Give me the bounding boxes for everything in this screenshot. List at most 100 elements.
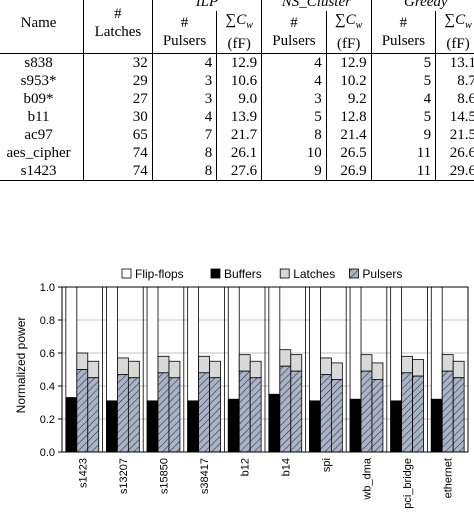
bar-latches xyxy=(249,360,262,379)
bar-latches xyxy=(117,357,129,375)
bar-pulsers xyxy=(198,372,210,453)
bar-latches xyxy=(330,362,343,380)
sub-header-cw: ∑Cw (fF) xyxy=(325,11,372,54)
x-tick-label: s15850 xyxy=(159,458,171,494)
table-row: s838 32 4 12.9 4 12.9 5 13.1 xyxy=(0,53,474,72)
bar-buffers xyxy=(106,400,118,453)
group-header-greedy: Greedy xyxy=(370,0,474,11)
bar-buffers xyxy=(430,398,443,453)
table-row: b11 30 4 13.9 5 12.8 5 14.5 xyxy=(0,108,474,126)
x-tick-label: b14 xyxy=(280,458,292,476)
plot-frame xyxy=(61,286,469,453)
cell-latches: 65 xyxy=(83,126,153,144)
table-header-row-1: Name # Latches ILP NS_Cluster Greedy xyxy=(0,0,474,54)
y-tick-label: 0.4 xyxy=(40,381,55,393)
bar-buffers xyxy=(309,400,321,453)
cell-ns-c: 26.5 xyxy=(325,144,372,162)
cell-gr-c: 26.6 xyxy=(435,144,474,162)
cell-ilp-p: 7 xyxy=(151,126,217,144)
bar-buffers xyxy=(146,400,159,453)
row-name-cell: s838 xyxy=(24,55,53,71)
col-header-name: Name xyxy=(0,0,84,54)
cell-ns-c: 21.4 xyxy=(325,126,372,144)
cell-gr-p: 11 xyxy=(370,144,436,162)
sub-header-pulsers: # Pulsers xyxy=(261,11,327,54)
cell-ns-p: 10 xyxy=(261,144,327,162)
sub-header-cw: ∑Cw (fF) xyxy=(435,11,474,54)
legend-swatch xyxy=(348,268,359,279)
cell-gr-p: 5 xyxy=(370,108,436,126)
bar-latches xyxy=(157,355,170,374)
bar-pulsers xyxy=(412,375,424,453)
x-tick-label: b12 xyxy=(240,458,252,476)
bar-latches xyxy=(127,360,140,379)
cell-ilp-c: 12.9 xyxy=(216,53,262,72)
bar-pulsers xyxy=(168,377,181,453)
table-row: aes_cipher 74 8 26.1 10 26.5 11 26.6 xyxy=(0,144,474,162)
row-name-cell: ac97 xyxy=(24,127,53,143)
bar-latches xyxy=(76,352,89,370)
cell-gr-p: 4 xyxy=(370,90,436,108)
bar-pulsers xyxy=(360,370,373,453)
table-header-row-2: # Pulsers ∑Cw (fF) # Pulsers ∑Cw (fF) # Pulsers ∑C… xyxy=(0,11,474,54)
legend-label: Pulsers xyxy=(362,267,402,281)
cell-latches: 74 xyxy=(83,162,153,181)
col-header-latches-line2: Latches xyxy=(94,24,142,40)
cell-ns-p: 4 xyxy=(261,72,327,90)
cell-gr-p: 5 xyxy=(370,72,436,90)
row-name-cell: b11 xyxy=(27,109,50,125)
cell-ilp-c: 27.6 xyxy=(216,162,262,181)
x-tick-label: s38417 xyxy=(199,458,211,494)
x-tick-label: s1423 xyxy=(77,458,89,488)
bar-pulsers xyxy=(117,374,129,453)
results-table-container: Name # Latches ILP NS_Cluster Greedy # Pu… xyxy=(0,0,474,181)
bar-latches xyxy=(360,354,373,372)
group-header-ns-cluster: NS_Cluster xyxy=(261,0,372,11)
bar-pulsers xyxy=(87,377,100,453)
y-tick-label: 0.8 xyxy=(40,315,55,327)
bar-pulsers xyxy=(401,372,413,453)
legend-swatch xyxy=(279,268,290,279)
y-axis-label: Normalized power xyxy=(14,317,28,414)
bar-buffers xyxy=(390,400,403,453)
sub-header-pulsers: # Pulsers xyxy=(151,11,217,54)
y-tick-label: 0.0 xyxy=(40,447,55,459)
cell-ilp-p: 3 xyxy=(151,72,217,90)
bar-pulsers xyxy=(441,370,454,453)
cell-ns-p: 9 xyxy=(261,162,327,181)
cell-ilp-c: 26.1 xyxy=(216,144,262,162)
row-name-cell: s953* xyxy=(20,73,57,89)
table-row: s953* 29 3 10.6 4 10.2 5 8.7 xyxy=(0,72,474,90)
cell-ns-p: 5 xyxy=(261,108,327,126)
bar-latches xyxy=(441,354,454,372)
cell-ilp-c: 9.0 xyxy=(216,90,262,108)
results-table-body: Name # Latches ILP NS_Cluster Greedy # Pu… xyxy=(0,0,474,181)
bar-latches xyxy=(87,360,100,379)
bar-pulsers xyxy=(279,365,292,453)
bar-pulsers xyxy=(76,369,89,453)
cell-gr-p: 5 xyxy=(370,53,436,72)
cell-ilp-p: 8 xyxy=(151,144,217,162)
row-name-cell: s1423 xyxy=(20,163,57,179)
bar-pulsers xyxy=(320,374,332,453)
table-row: ac97 65 7 21.7 8 21.4 9 21.5 xyxy=(0,126,474,144)
cell-ns-p: 3 xyxy=(261,90,327,108)
sub-header-pulsers: # Pulsers xyxy=(370,11,436,54)
cell-ilp-c: 21.7 xyxy=(216,126,262,144)
bar-latches xyxy=(412,359,424,377)
table-row: s1423 74 8 27.6 9 26.9 11 29.6 xyxy=(0,162,474,181)
bar-buffers xyxy=(65,397,78,453)
bar-latches xyxy=(452,360,465,379)
y-tick-label: 0.2 xyxy=(40,414,55,426)
cell-gr-c: 8.7 xyxy=(435,72,474,90)
col-header-latches: # Latches xyxy=(83,0,153,54)
bar-pulsers xyxy=(249,377,262,453)
cell-ns-p: 4 xyxy=(261,53,327,72)
sub-header-cw: ∑Cw (fF) xyxy=(216,11,262,54)
bar-latches xyxy=(209,360,221,379)
bar-buffers xyxy=(187,400,200,453)
row-name-cell: aes_cipher xyxy=(6,145,71,161)
cell-ns-c: 12.8 xyxy=(325,108,372,126)
y-tick-label: 0.6 xyxy=(40,348,55,360)
legend-swatch xyxy=(121,268,132,279)
